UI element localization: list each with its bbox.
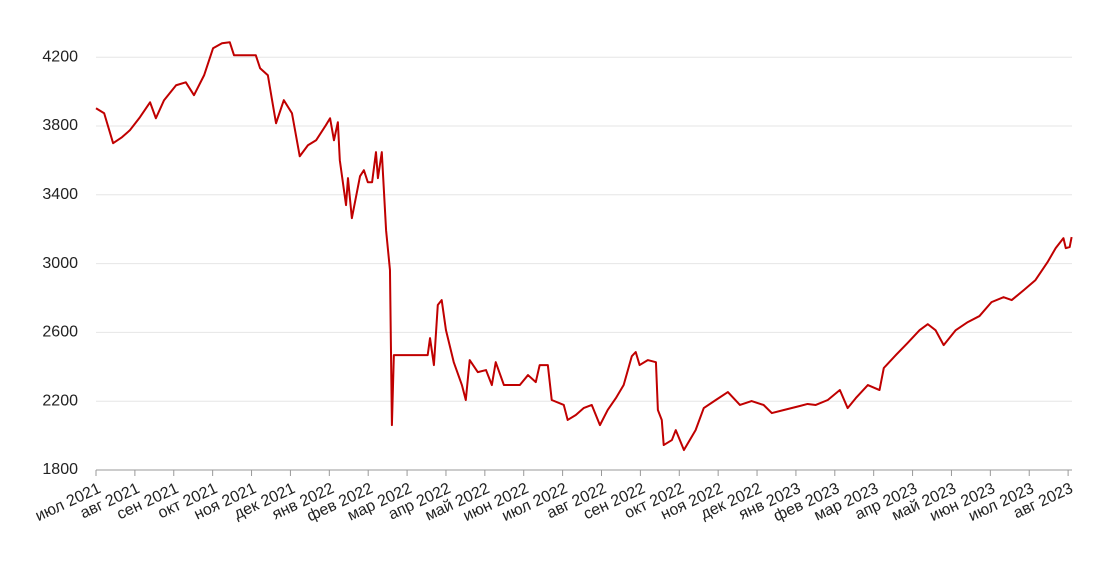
y-tick-label: 3800 [42, 117, 78, 134]
y-tick-label: 3400 [42, 186, 78, 203]
y-tick-label: 2600 [42, 324, 78, 341]
y-tick-label: 1800 [42, 461, 78, 478]
y-tick-label: 3000 [42, 255, 78, 272]
line [95, 41, 1073, 452]
y-tick-label: 4200 [42, 48, 78, 65]
y-tick-label: 2200 [42, 392, 78, 409]
